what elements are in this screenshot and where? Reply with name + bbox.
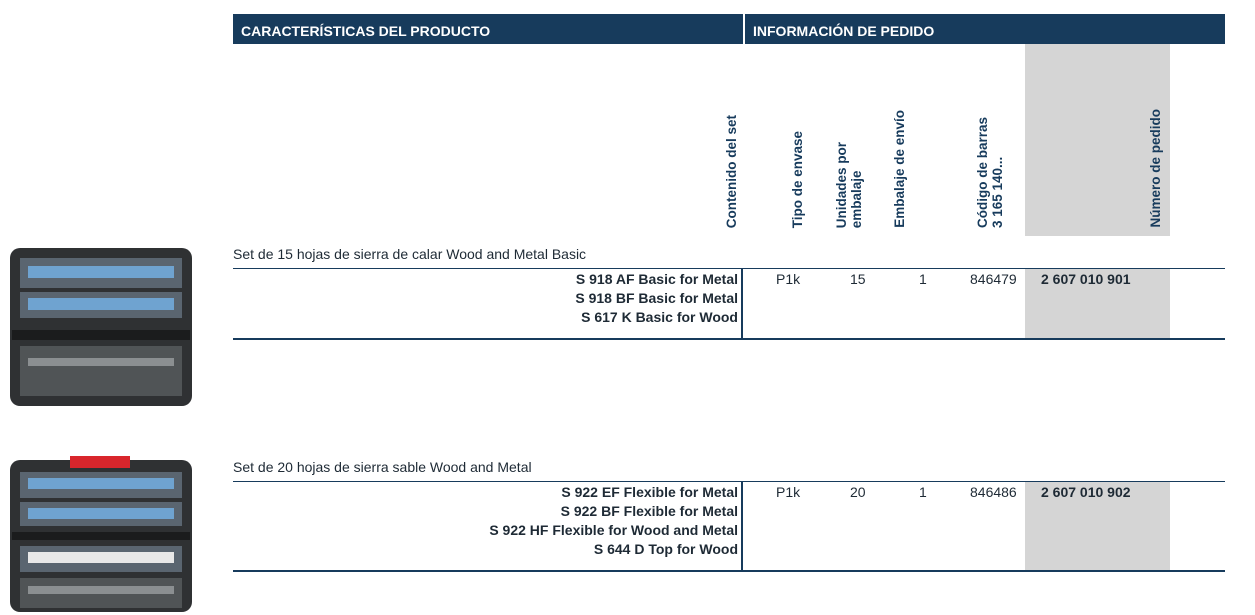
column-divider — [741, 481, 743, 570]
units: 20 — [850, 484, 866, 500]
set-title: Set de 20 hojas de sierra sable Wood and… — [233, 459, 532, 475]
section-header: CARACTERÍSTICAS DEL PRODUCTO — [233, 14, 743, 44]
set-item: S 644 D Top for Wood — [593, 541, 738, 557]
set-item: S 922 BF Flexible for Metal — [560, 503, 738, 519]
row-rule — [233, 481, 1225, 482]
units: 15 — [850, 271, 866, 287]
set-item: S 922 EF Flexible for Metal — [561, 484, 738, 500]
row-bottom-rule — [233, 338, 1225, 340]
column-header: Contenido del set — [724, 115, 739, 228]
set-item: S 617 K Basic for Wood — [581, 309, 738, 325]
column-header: Unidades por embalaje — [834, 142, 864, 228]
row-rule — [233, 268, 1225, 269]
highlight-cell — [1025, 482, 1170, 570]
packaging: P1k — [776, 271, 801, 287]
set-item: S 918 BF Basic for Metal — [575, 290, 738, 306]
column-header-line: Embalaje de envío — [892, 110, 907, 228]
order-number: 2 607 010 901 — [1041, 271, 1131, 287]
order-number: 2 607 010 902 — [1041, 484, 1131, 500]
set-title: Set de 15 hojas de sierra de calar Wood … — [233, 246, 587, 262]
column-header-line: Contenido del set — [724, 114, 739, 228]
row-bottom-rule — [233, 570, 1225, 572]
column-header-line: Número de pedido — [1148, 109, 1163, 228]
highlight-cell — [1025, 269, 1170, 338]
column-header: Código de barras 3 165 140... — [975, 117, 1005, 228]
column-header-line: Unidades por — [834, 141, 849, 228]
set-item: S 922 HF Flexible for Wood and Metal — [489, 522, 738, 538]
shipping: 1 — [919, 484, 927, 500]
column-header-line: Tipo de envase — [790, 130, 805, 228]
column-header-line: 3 165 140... — [990, 156, 1005, 228]
column-header-line: embalaje — [849, 170, 864, 228]
highlight-column — [1025, 44, 1170, 236]
column-header: Tipo de envase — [790, 131, 805, 228]
barcode: 846479 — [970, 271, 1017, 287]
column-divider — [741, 268, 743, 338]
barcode: 846486 — [970, 484, 1017, 500]
column-header-line: Código de barras — [975, 116, 990, 228]
set-item: S 918 AF Basic for Metal — [575, 271, 738, 287]
product-image — [10, 456, 192, 612]
packaging: P1k — [776, 484, 801, 500]
column-header: Número de pedido — [1148, 109, 1163, 228]
shipping: 1 — [919, 271, 927, 287]
product-image — [10, 248, 192, 406]
section-header: INFORMACIÓN DE PEDIDO — [745, 14, 1225, 44]
column-header: Embalaje de envío — [892, 110, 907, 228]
